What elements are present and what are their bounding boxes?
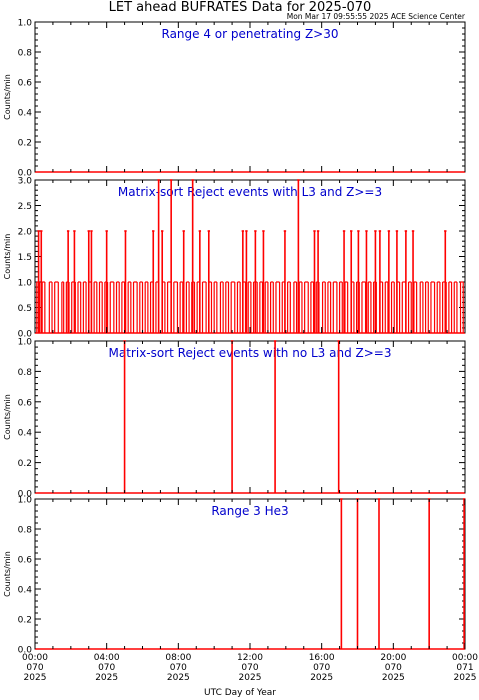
- plot-frame: [34, 340, 466, 494]
- chart-panel-2: 0.0 0.5 1.0 1.5 2.0 2.5 3.0 Counts/min Matrix-so…: [3, 177, 466, 340]
- chart-title: LET ahead BUFRATES Data for 2025-070: [109, 0, 372, 15]
- x-tick-label-year: 2025: [454, 673, 477, 683]
- x-tick-label-time: 04:00: [94, 653, 120, 663]
- y-axis-label: Counts/min: [3, 74, 12, 120]
- y-tick-label: 2.0: [18, 228, 33, 238]
- panels-group: 0.0 0.2 0.4 0.6 0.8 1.0 Counts/min Range 4 or p…: [3, 19, 466, 656]
- x-tick-label-time: 08:00: [165, 653, 191, 663]
- chart-panel-4: 0.0 0.2 0.4 0.6 0.8 1.0 Counts/min Range 3 He3: [3, 496, 466, 656]
- y-tick-label: 0.2: [18, 616, 32, 626]
- y-tick-label: 0.0: [18, 169, 33, 179]
- panel-title: Range 4 or penetrating Z>30: [162, 27, 339, 41]
- timestamp-label: Mon Mar 17 09:55:55 2025 ACE Science Cen…: [287, 12, 466, 21]
- x-tick-label-time: 00:00: [22, 653, 48, 663]
- chart-panel-3: 0.0 0.2 0.4 0.6 0.8 1.0 Counts/min Matrix-sort …: [3, 338, 466, 500]
- x-tick-label-year: 2025: [95, 673, 118, 683]
- x-tick-label-time: 16:00: [309, 653, 335, 663]
- y-axis-label: Counts/min: [3, 234, 12, 280]
- x-tick-label-year: 2025: [239, 673, 262, 683]
- x-tick-label-time: 00:00: [452, 653, 478, 663]
- x-tick-label-doy: 070: [241, 663, 258, 673]
- y-tick-label: 0.6: [18, 556, 33, 566]
- x-tick-label-doy: 070: [170, 663, 187, 673]
- y-tick-label: 0.4: [18, 109, 33, 119]
- y-tick-label: 3.0: [18, 177, 33, 187]
- x-tick-label-time: 20:00: [380, 653, 406, 663]
- x-tick-label-year: 2025: [167, 673, 190, 683]
- y-tick-label: 0.4: [18, 586, 33, 596]
- y-tick-label: 1.5: [18, 253, 32, 263]
- y-tick-label: 2.5: [18, 202, 32, 212]
- y-tick-label: 0.6: [18, 398, 33, 408]
- x-axis: 00:00070202504:00070202508:00070202512:0…: [22, 653, 478, 683]
- chart-panel-1: 0.0 0.2 0.4 0.6 0.8 1.0 Counts/min Range 4 or p…: [3, 19, 466, 179]
- y-tick-label: 0.8: [18, 526, 33, 536]
- y-tick-label: 0.0: [18, 490, 33, 500]
- y-tick-label: 1.0: [18, 496, 33, 506]
- y-tick-label: 0.4: [18, 429, 33, 439]
- y-tick-label: 0.2: [18, 459, 32, 469]
- y-tick-label: 0.8: [18, 49, 33, 59]
- x-tick-label-doy: 070: [385, 663, 402, 673]
- x-tick-label-year: 2025: [382, 673, 405, 683]
- x-tick-label-year: 2025: [310, 673, 333, 683]
- y-axis-label: Counts/min: [3, 551, 12, 597]
- x-tick-label-year: 2025: [24, 673, 47, 683]
- y-tick-label: 1.0: [18, 338, 33, 348]
- plot-frame: [34, 498, 466, 650]
- x-tick-label-doy: 070: [98, 663, 115, 673]
- panel-title: Range 3 He3: [211, 504, 288, 518]
- y-tick-label: 0.8: [18, 368, 33, 378]
- y-tick-label: 0.2: [18, 139, 32, 149]
- y-tick-label: 1.0: [18, 19, 33, 29]
- y-tick-label: 0.0: [18, 646, 33, 656]
- y-tick-label: 0.0: [18, 330, 33, 340]
- y-axis-label: Counts/min: [3, 394, 12, 440]
- x-tick-label-doy: 071: [456, 663, 473, 673]
- x-tick-label-time: 12:00: [237, 653, 263, 663]
- panel-title: Matrix-sort Reject events with no L3 and…: [109, 346, 392, 360]
- y-tick-label: 0.6: [18, 79, 33, 89]
- x-tick-label-doy: 070: [313, 663, 330, 673]
- panel-title: Matrix-sort Reject events with L3 and Z>…: [118, 185, 382, 199]
- y-tick-label: 1.0: [18, 279, 33, 289]
- x-axis-label: UTC Day of Year: [204, 688, 276, 698]
- plot-frame: [34, 21, 466, 173]
- x-tick-label-doy: 070: [26, 663, 43, 673]
- y-tick-label: 0.5: [18, 304, 32, 314]
